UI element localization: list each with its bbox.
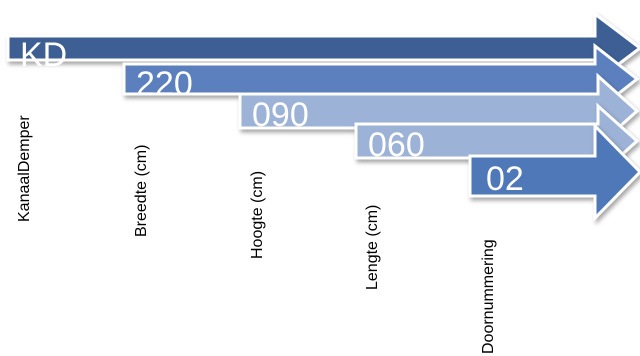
label-breedte: Breedte (cm) — [133, 144, 150, 237]
arrow-code: KD — [20, 36, 67, 74]
label-hoogte: Hoogte (cm) — [249, 170, 266, 259]
arrow-code: 02 — [486, 160, 524, 198]
arrow-code: 060 — [368, 126, 425, 164]
label-kanaaldemper: KanaalDemper — [16, 115, 33, 222]
arrow-doornummering: 02 — [468, 122, 640, 222]
label-doornummering: Doornummering — [480, 239, 497, 354]
arrow-code: 090 — [252, 96, 309, 134]
arrow-shape — [468, 122, 640, 222]
label-lengte: Lengte (cm) — [364, 204, 381, 290]
arrow-code: 220 — [136, 65, 193, 103]
